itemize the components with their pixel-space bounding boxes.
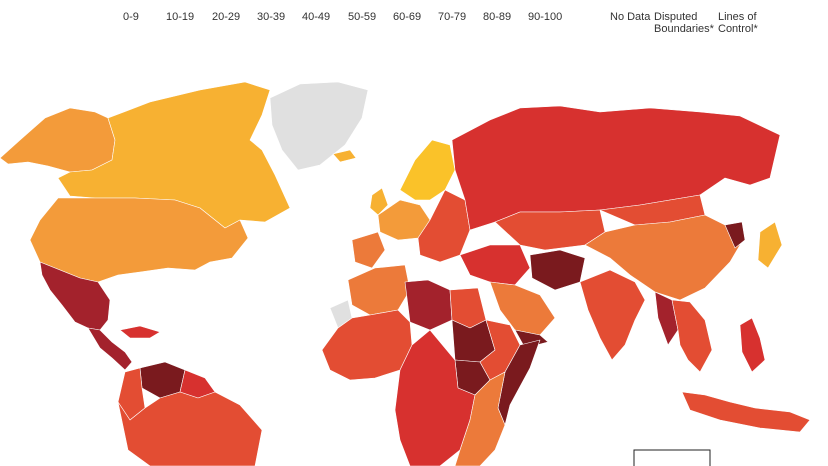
region-caribbean bbox=[119, 325, 161, 339]
region-north-africa-west bbox=[347, 264, 411, 316]
region-east-africa bbox=[454, 371, 506, 466]
legend-loc-line-2: Control* bbox=[718, 23, 758, 35]
legend-bin-30-39: 30-39 bbox=[257, 11, 286, 23]
region-brazil bbox=[117, 391, 263, 466]
region-libya bbox=[404, 279, 453, 331]
legend-lines-of-control: Lines of Control* bbox=[718, 11, 758, 35]
region-central-america bbox=[87, 327, 133, 371]
region-eastern-europe bbox=[417, 189, 471, 263]
legend-bin-10-19: 10-19 bbox=[166, 11, 195, 23]
legend-bin-40-49: 40-49 bbox=[302, 11, 331, 23]
region-alaska bbox=[0, 107, 116, 173]
region-west-africa bbox=[321, 309, 413, 381]
region-iceland bbox=[332, 149, 357, 163]
legend-loc-line-1: Lines of bbox=[718, 11, 757, 23]
legend-bin-90-100: 90-100 bbox=[528, 11, 563, 23]
region-japan bbox=[757, 221, 783, 269]
region-india bbox=[579, 269, 646, 361]
region-greenland bbox=[269, 81, 369, 171]
legend-disputed-line-2: Boundaries* bbox=[654, 23, 714, 35]
region-southeast-asia bbox=[671, 299, 713, 373]
legend-bin-20-29: 20-29 bbox=[212, 11, 241, 23]
inset-frame bbox=[633, 449, 711, 466]
region-uk bbox=[369, 187, 389, 216]
region-myanmar bbox=[654, 291, 679, 346]
region-china bbox=[584, 214, 741, 301]
region-indonesia bbox=[681, 391, 811, 433]
legend-bin-70-79: 70-79 bbox=[438, 11, 467, 23]
region-afghanistan bbox=[529, 249, 586, 291]
legend-bin-80-89: 80-89 bbox=[483, 11, 512, 23]
legend-disputed-line-1: Disputed bbox=[654, 11, 698, 23]
legend-disputed-boundaries: Disputed Boundaries* bbox=[654, 11, 714, 35]
legend-bin-60-69: 60-69 bbox=[393, 11, 422, 23]
region-philippines bbox=[739, 317, 766, 373]
legend-bin-0-9: 0-9 bbox=[123, 11, 139, 23]
region-middle-east bbox=[459, 244, 531, 286]
legend-no-data: No Data bbox=[610, 11, 651, 23]
region-north-korea bbox=[724, 221, 746, 249]
region-iberia bbox=[351, 231, 386, 269]
legend-bin-50-59: 50-59 bbox=[348, 11, 377, 23]
region-yemen bbox=[514, 329, 549, 349]
region-arabian-peninsula bbox=[489, 281, 556, 336]
